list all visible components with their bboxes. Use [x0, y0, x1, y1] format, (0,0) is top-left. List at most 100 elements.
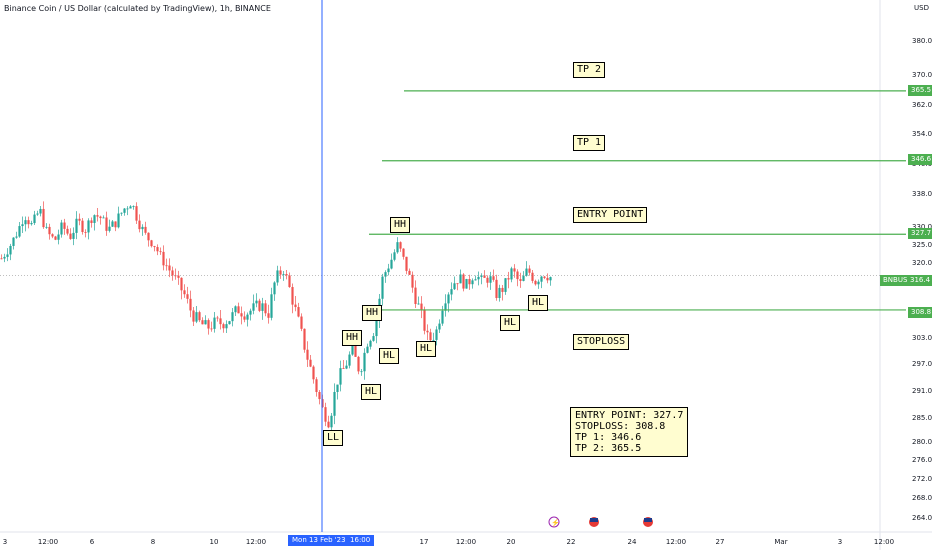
x-tick-label: 12:00 [38, 538, 58, 546]
candle-body [519, 279, 522, 281]
tp1-label[interactable]: TP 1 [573, 135, 606, 151]
candle-body [48, 226, 51, 235]
candle-body [345, 365, 348, 369]
candle-body [141, 226, 144, 230]
candle-body [249, 310, 252, 315]
candle-body [390, 259, 393, 269]
candle-body [477, 276, 480, 280]
pattern-label-hl[interactable]: HL [379, 348, 400, 364]
pattern-label-hl[interactable]: HL [361, 384, 382, 400]
candle-body [288, 275, 291, 288]
candle-body [528, 268, 531, 273]
candle-body [132, 206, 135, 207]
candle-body [147, 232, 150, 241]
pattern-label-hl[interactable]: HL [500, 315, 521, 331]
candle-body [492, 276, 495, 280]
trade-summary-note[interactable]: ENTRY POINT: 327.7 STOPLOSS: 308.8 TP 1:… [570, 407, 689, 457]
candle-body [516, 271, 519, 280]
candle-body [327, 421, 330, 428]
y-tick-label: 268.0 [912, 494, 932, 502]
y-tick-label: 297.0 [912, 360, 932, 368]
candle-body [267, 313, 270, 318]
candle-body [357, 356, 360, 372]
x-axis: 312:00681012:00151712:0020222412:0027Mar… [3, 538, 894, 546]
y-tick-label: 280.0 [912, 438, 932, 446]
candle-body [549, 277, 552, 281]
candle-body [294, 304, 297, 308]
pattern-label-hh[interactable]: HH [362, 305, 383, 321]
y-tick-label: 325.0 [912, 241, 932, 249]
candle-body [486, 277, 489, 283]
candle-body [399, 242, 402, 249]
candle-body [219, 318, 222, 325]
candle-body [177, 275, 180, 278]
candle-body [363, 352, 366, 372]
entry-point-label[interactable]: ENTRY POINT [573, 207, 648, 223]
candle-body [171, 270, 174, 276]
candle-body [36, 213, 39, 215]
candle-body [126, 208, 129, 210]
candle-body [252, 303, 255, 311]
us-flag-icon-canton [644, 518, 652, 522]
candle-body [384, 272, 387, 277]
candle-body [291, 287, 294, 305]
candle-body [33, 214, 36, 224]
pattern-label-hh[interactable]: HH [390, 217, 411, 233]
candle-body [84, 232, 87, 233]
y-tick-label: 370.0 [912, 71, 932, 79]
crosshair-date-tag: Mon 13 Feb '23 16:00 [288, 535, 375, 546]
candle-body [258, 300, 261, 311]
candle-body [531, 272, 534, 281]
y-tick-label: 291.0 [912, 387, 932, 395]
x-tick-label: 17 [420, 538, 429, 546]
candle-body [6, 254, 9, 257]
candle-body [90, 220, 93, 223]
candle-body [315, 379, 318, 392]
candle-body [348, 354, 351, 366]
candle-body [261, 303, 264, 311]
candle-body [483, 275, 486, 278]
candle-body [93, 215, 96, 223]
candle-body [318, 391, 321, 400]
candle-body [303, 328, 306, 350]
candle-body [324, 407, 327, 422]
candle-body [297, 307, 300, 317]
stoploss-price-tag: 308.8 [908, 307, 932, 318]
candle-body [447, 294, 450, 304]
crosshair-time: 16:00 [350, 536, 371, 544]
candle-body [201, 320, 204, 325]
candle-body [150, 240, 153, 247]
candle-body [522, 275, 525, 281]
candle-body [198, 312, 201, 321]
pattern-label-ll[interactable]: LL [323, 430, 344, 446]
candle-body [525, 268, 528, 276]
candle-body [51, 234, 54, 237]
stoploss-label[interactable]: STOPLOSS [573, 334, 630, 350]
candle-body [9, 245, 12, 255]
pattern-label-hl[interactable]: HL [416, 341, 437, 357]
x-tick-label: 10 [210, 538, 219, 546]
candle-body [105, 217, 108, 231]
candle-body [99, 216, 102, 219]
candlestick-series [0, 201, 552, 432]
y-tick-label: 320.0 [912, 259, 932, 267]
pattern-label-hl[interactable]: HL [528, 295, 549, 311]
x-tick-label: Mar [774, 538, 787, 546]
candle-body [39, 208, 42, 214]
tp2-price-tag: 365.5 [908, 85, 932, 96]
candle-body [498, 287, 501, 299]
summary-line: ENTRY POINT: 327.7 [575, 410, 684, 421]
entry-price-tag: 327.7 [908, 228, 932, 239]
candle-body [462, 274, 465, 289]
candle-body [114, 221, 117, 228]
candle-body [162, 251, 165, 266]
candle-body [534, 280, 537, 285]
candle-body [420, 303, 423, 310]
pattern-label-hh[interactable]: HH [342, 330, 363, 346]
tp1-price-tag: 346.6 [908, 154, 932, 165]
candle-body [306, 349, 309, 360]
tp2-label[interactable]: TP 2 [573, 62, 606, 78]
candle-body [168, 265, 171, 271]
candle-body [408, 270, 411, 275]
